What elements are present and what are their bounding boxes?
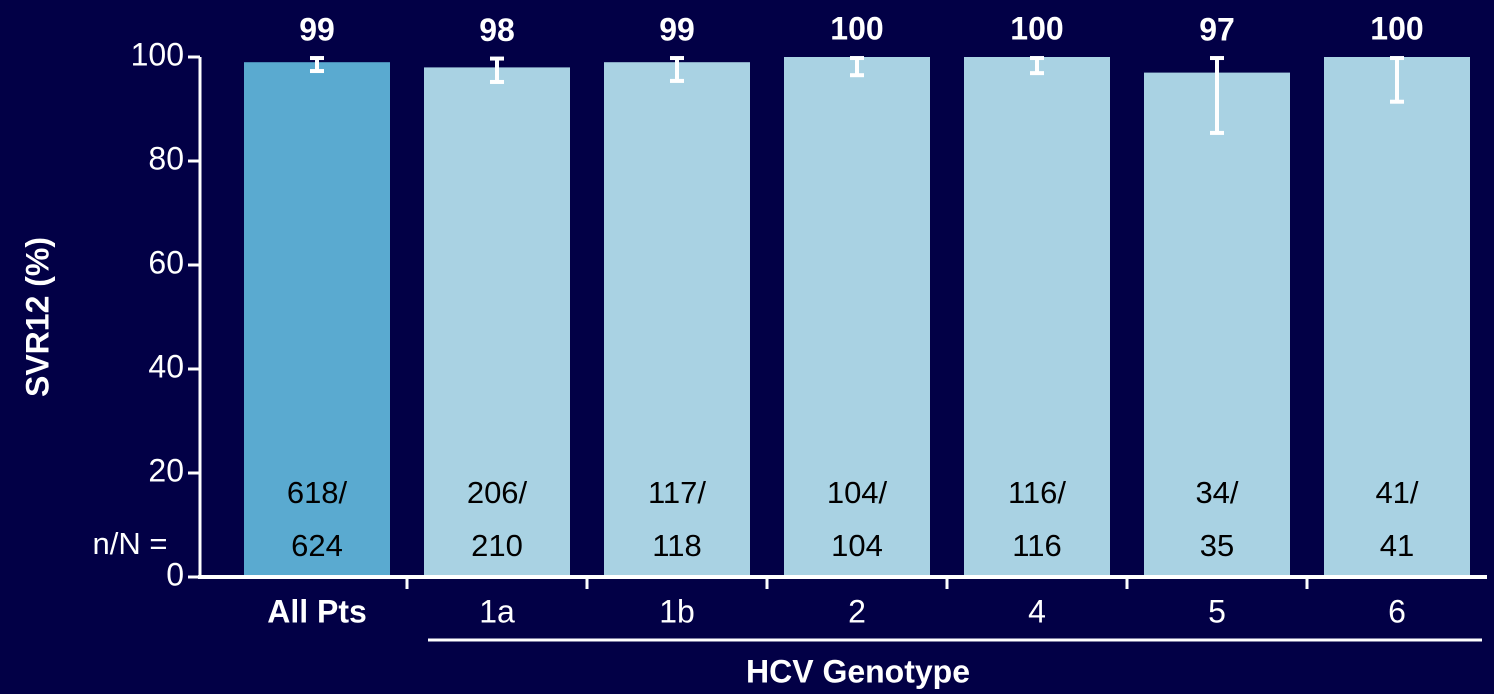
y-tick-label: 60 — [148, 244, 184, 280]
n-label: 34/ — [1195, 475, 1238, 510]
N-label: 104 — [831, 528, 883, 563]
bar — [1324, 57, 1470, 577]
N-label: 118 — [652, 528, 701, 563]
n-label: 618/ — [287, 475, 348, 510]
N-label: 210 — [471, 528, 523, 563]
bar — [604, 62, 750, 577]
error-bar — [490, 56, 504, 84]
N-label: 116 — [1012, 528, 1061, 563]
x-tick-label: 2 — [848, 593, 866, 629]
error-bar — [1210, 56, 1224, 135]
x-tick-label: 5 — [1208, 593, 1226, 629]
error-bar — [670, 56, 684, 83]
error-bar — [850, 56, 864, 78]
value-label: 98 — [479, 12, 515, 48]
y-tick-label: 40 — [148, 348, 184, 384]
N-label: 624 — [291, 528, 343, 563]
n-label: 116/ — [1008, 475, 1066, 510]
value-label: 97 — [1199, 11, 1235, 47]
bar — [964, 57, 1110, 577]
error-bar — [1390, 56, 1404, 104]
y-tick-label: 20 — [148, 452, 184, 488]
y-tick-label: 80 — [148, 140, 184, 176]
bar — [424, 67, 570, 578]
x-tick-label: 1b — [659, 593, 695, 629]
y-tick-label: 100 — [131, 36, 184, 72]
n-label: 41/ — [1375, 475, 1418, 510]
x-tick-label: 1a — [479, 593, 515, 629]
error-bar — [310, 56, 324, 74]
x-axis-label: HCV Genotype — [746, 653, 970, 689]
value-label: 100 — [1370, 10, 1423, 46]
x-tick-label: All Pts — [267, 593, 367, 629]
count-label: n/N = — [93, 526, 168, 561]
value-label: 99 — [659, 11, 695, 47]
n-label: 117/ — [648, 475, 706, 510]
bar — [784, 57, 930, 577]
bar — [244, 62, 390, 577]
value-label: 100 — [1010, 10, 1063, 46]
value-label: 99 — [299, 11, 335, 47]
value-label: 100 — [830, 10, 883, 46]
N-label: 35 — [1200, 528, 1234, 563]
error-bar — [1030, 56, 1044, 76]
x-tick-label: 6 — [1388, 593, 1406, 629]
bar — [1144, 72, 1290, 577]
n-label: 104/ — [827, 475, 888, 510]
N-label: 41 — [1380, 528, 1414, 563]
n-label: 206/ — [467, 475, 528, 510]
y-axis-label: SVR12 (%) — [19, 237, 55, 397]
x-tick-label: 4 — [1028, 593, 1046, 629]
y-tick-label: 0 — [166, 556, 184, 592]
